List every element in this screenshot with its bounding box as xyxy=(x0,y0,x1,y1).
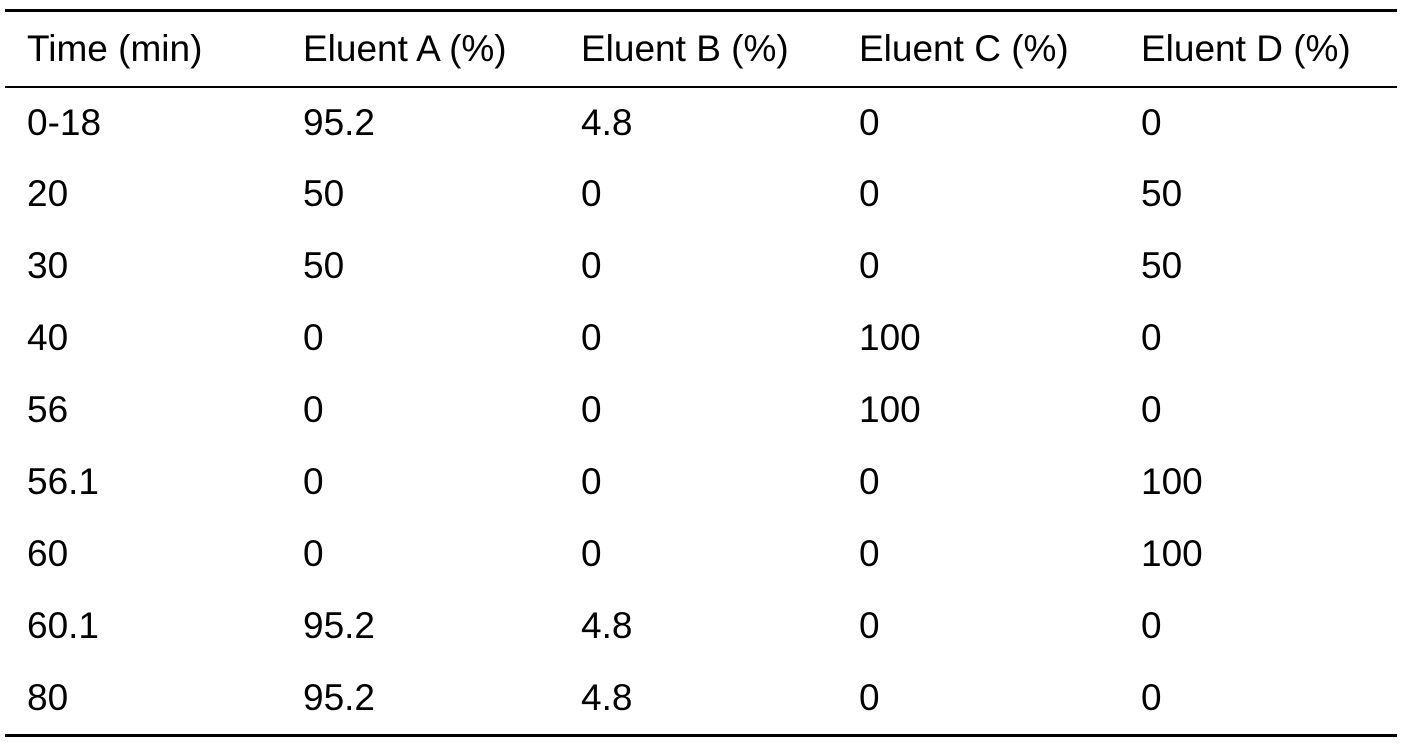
header-eluent-c: Eluent C (%) xyxy=(859,28,1069,69)
cell-eluent-b: 0 xyxy=(581,245,602,286)
table-row: 40 0 0 100 0 xyxy=(5,302,1397,374)
cell-time: 60 xyxy=(27,533,69,574)
table-row: 56 0 0 100 0 xyxy=(5,374,1397,446)
header-eluent-b: Eluent B (%) xyxy=(581,28,789,69)
cell-eluent-b: 0 xyxy=(581,461,602,502)
cell-eluent-d: 0 xyxy=(1141,389,1162,430)
cell-eluent-b: 4.8 xyxy=(581,102,633,143)
header-row: Time (min) Eluent A (%) Eluent B (%) Elu… xyxy=(5,10,1397,87)
eluent-gradient-table: Time (min) Eluent A (%) Eluent B (%) Elu… xyxy=(5,9,1397,737)
cell-time: 40 xyxy=(27,317,69,358)
table-header: Time (min) Eluent A (%) Eluent B (%) Elu… xyxy=(5,10,1397,87)
cell-eluent-a: 0 xyxy=(303,317,324,358)
cell-eluent-d: 0 xyxy=(1141,102,1162,143)
cell-eluent-b: 4.8 xyxy=(581,605,633,646)
table-row: 20 50 0 0 50 xyxy=(5,158,1397,230)
cell-eluent-a: 50 xyxy=(303,173,345,214)
table-row: 30 50 0 0 50 xyxy=(5,230,1397,302)
table-body: 0-18 95.2 4.8 0 0 20 50 0 0 50 30 50 0 0… xyxy=(5,87,1397,736)
cell-eluent-a: 0 xyxy=(303,533,324,574)
cell-eluent-c: 100 xyxy=(859,389,921,430)
cell-time: 30 xyxy=(27,245,69,286)
cell-eluent-d: 100 xyxy=(1141,533,1203,574)
cell-eluent-c: 0 xyxy=(859,533,880,574)
table-row: 60.1 95.2 4.8 0 0 xyxy=(5,590,1397,662)
header-eluent-a: Eluent A (%) xyxy=(303,28,507,69)
cell-time: 80 xyxy=(27,677,69,718)
cell-eluent-a: 0 xyxy=(303,389,324,430)
cell-time: 56 xyxy=(27,389,69,430)
cell-time: 60.1 xyxy=(27,605,100,646)
cell-eluent-a: 95.2 xyxy=(303,102,376,143)
header-eluent-d: Eluent D (%) xyxy=(1141,28,1351,69)
cell-eluent-b: 0 xyxy=(581,533,602,574)
cell-eluent-d: 0 xyxy=(1141,317,1162,358)
header-time: Time (min) xyxy=(27,28,203,69)
cell-eluent-c: 100 xyxy=(859,317,921,358)
cell-eluent-b: 4.8 xyxy=(581,677,633,718)
table-row: 56.1 0 0 0 100 xyxy=(5,446,1397,518)
cell-eluent-c: 0 xyxy=(859,102,880,143)
cell-eluent-d: 100 xyxy=(1141,461,1203,502)
table-row: 0-18 95.2 4.8 0 0 xyxy=(5,87,1397,158)
gradient-table-container: Time (min) Eluent A (%) Eluent B (%) Elu… xyxy=(5,9,1397,737)
cell-eluent-d: 50 xyxy=(1141,245,1183,286)
table-row: 60 0 0 0 100 xyxy=(5,518,1397,590)
cell-eluent-b: 0 xyxy=(581,317,602,358)
cell-eluent-d: 0 xyxy=(1141,677,1162,718)
cell-eluent-a: 50 xyxy=(303,245,345,286)
cell-time: 20 xyxy=(27,173,69,214)
cell-eluent-a: 95.2 xyxy=(303,677,376,718)
cell-eluent-b: 0 xyxy=(581,389,602,430)
cell-eluent-c: 0 xyxy=(859,605,880,646)
table-row: 80 95.2 4.8 0 0 xyxy=(5,662,1397,736)
cell-eluent-c: 0 xyxy=(859,173,880,214)
cell-time: 56.1 xyxy=(27,461,100,502)
cell-eluent-d: 50 xyxy=(1141,173,1183,214)
cell-eluent-c: 0 xyxy=(859,461,880,502)
cell-time: 0-18 xyxy=(27,102,102,143)
cell-eluent-a: 95.2 xyxy=(303,605,376,646)
cell-eluent-c: 0 xyxy=(859,245,880,286)
cell-eluent-b: 0 xyxy=(581,173,602,214)
cell-eluent-d: 0 xyxy=(1141,605,1162,646)
cell-eluent-c: 0 xyxy=(859,677,880,718)
cell-eluent-a: 0 xyxy=(303,461,324,502)
